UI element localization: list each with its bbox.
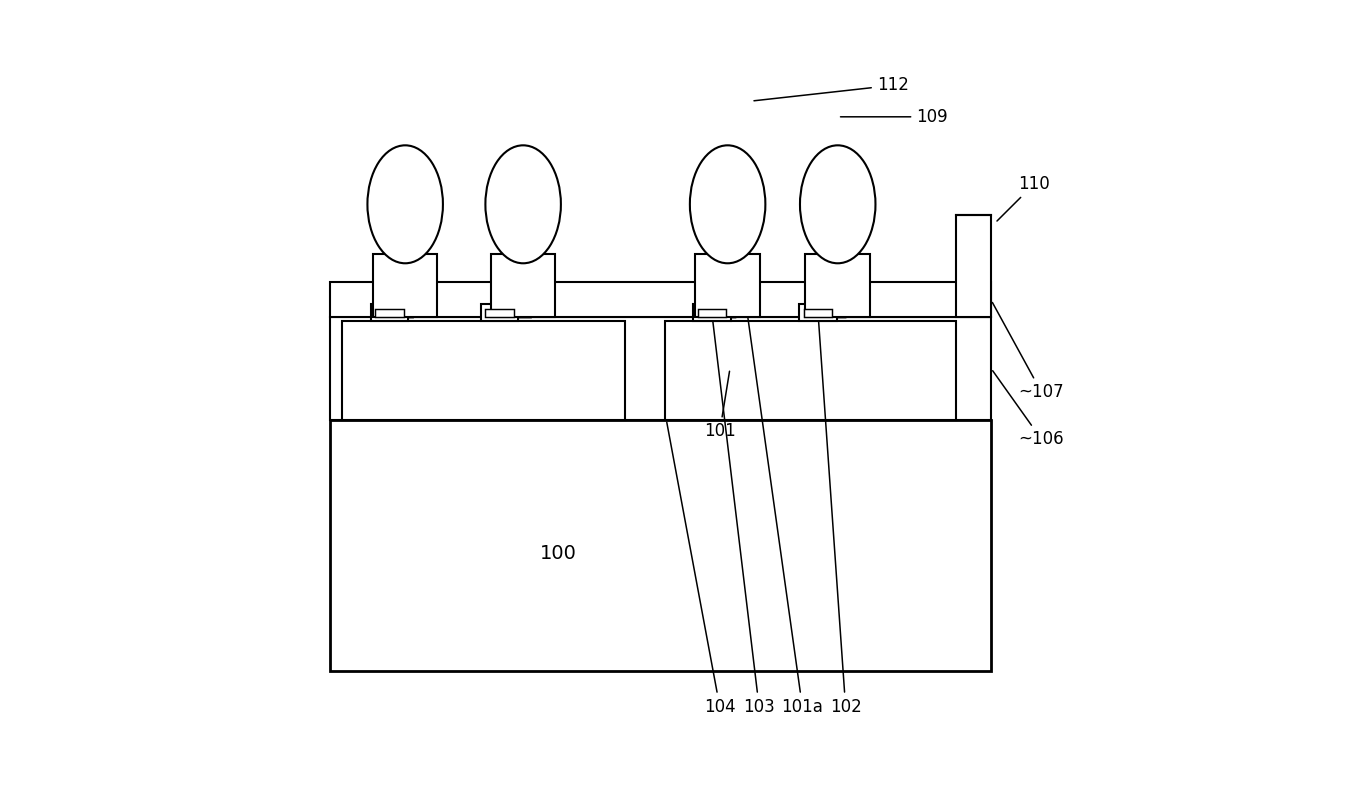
Bar	[695, 254, 760, 318]
Bar	[693, 304, 731, 322]
Ellipse shape	[368, 145, 442, 263]
Bar	[342, 322, 625, 420]
Text: 109: 109	[840, 108, 948, 126]
Bar	[804, 309, 832, 317]
Bar	[330, 420, 992, 672]
Bar	[330, 282, 992, 318]
Bar	[330, 318, 992, 420]
Ellipse shape	[800, 145, 875, 263]
Bar	[698, 309, 727, 317]
Bar	[373, 254, 437, 318]
Bar	[375, 309, 403, 317]
Polygon shape	[494, 304, 532, 318]
Polygon shape	[706, 304, 736, 318]
Text: 112: 112	[754, 76, 909, 101]
Text: ~107: ~107	[992, 303, 1065, 401]
Bar	[955, 215, 992, 318]
Text: 103: 103	[712, 316, 775, 716]
Text: 104: 104	[667, 422, 736, 716]
Text: 101a: 101a	[748, 316, 823, 716]
Polygon shape	[383, 304, 414, 318]
Bar	[486, 309, 514, 317]
Bar	[371, 304, 409, 322]
Text: 101: 101	[704, 371, 736, 440]
Bar	[800, 304, 838, 322]
Text: ~106: ~106	[993, 371, 1065, 448]
Bar	[491, 254, 555, 318]
Text: 100: 100	[540, 544, 576, 563]
Bar	[805, 254, 870, 318]
Bar	[480, 304, 518, 322]
Ellipse shape	[486, 145, 561, 263]
Text: 102: 102	[819, 316, 862, 716]
Text: 110: 110	[997, 175, 1050, 221]
Polygon shape	[812, 304, 847, 318]
Bar	[664, 322, 955, 420]
Ellipse shape	[690, 145, 766, 263]
